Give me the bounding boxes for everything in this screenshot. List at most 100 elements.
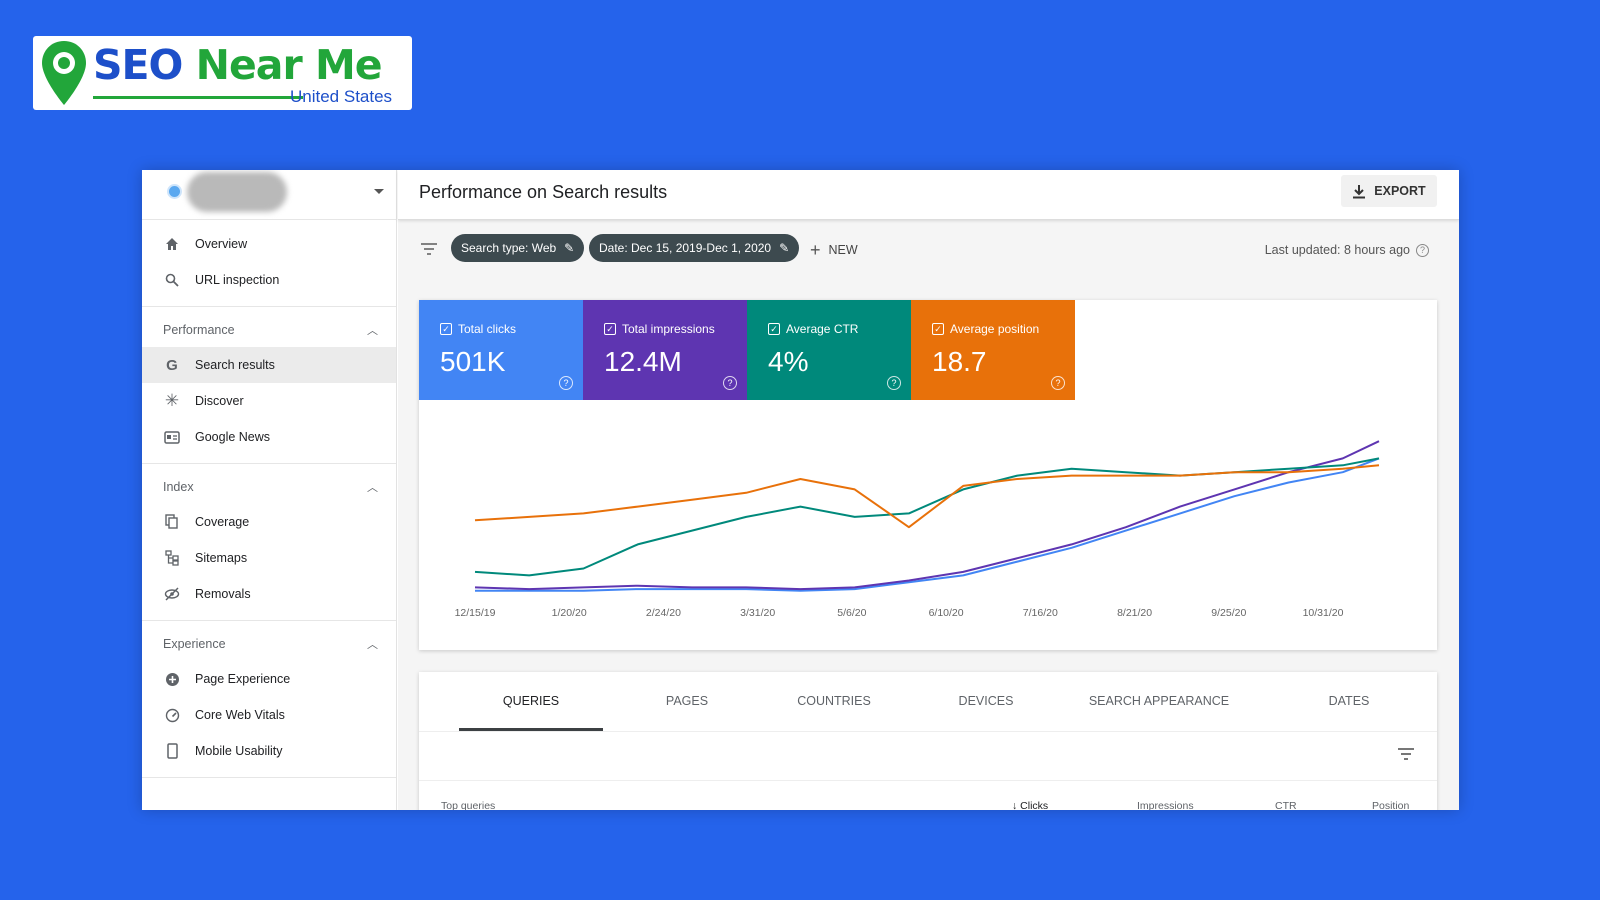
main-content: Performance on Search results EXPORT Sea… [398, 170, 1459, 810]
top-bar: Performance on Search results EXPORT [398, 170, 1459, 220]
sidebar-item-overview[interactable]: Overview [142, 226, 396, 262]
metric-label: Average CTR [786, 322, 859, 336]
property-selector[interactable] [142, 170, 396, 220]
sidebar-item-removals[interactable]: Removals [142, 576, 396, 612]
sidebar-item-label: Search results [195, 358, 275, 372]
column-header-impressions[interactable]: Impressions [1137, 800, 1194, 810]
chevron-up-icon: ︿ [367, 325, 378, 337]
tab-queries[interactable]: QUERIES [502, 694, 560, 708]
x-tick-label: 8/21/20 [1117, 607, 1152, 619]
column-header-clicks[interactable]: ↓ Clicks [1012, 800, 1048, 810]
sidebar-item-page-experience[interactable]: Page Experience [142, 661, 396, 697]
help-icon[interactable]: ? [1051, 376, 1065, 390]
news-icon [163, 428, 181, 446]
sidebar-item-label: Page Experience [195, 672, 291, 686]
search-type-chip[interactable]: Search type: Web ✎ [451, 234, 585, 262]
sidebar-section-index: Index ︿ Coverage Sitemaps Removals [142, 464, 396, 621]
chart-series-line-1 [474, 440, 1380, 591]
filter-icon[interactable] [1397, 748, 1415, 760]
page-title: Performance on Search results [419, 182, 668, 202]
plus-circle-icon [163, 670, 181, 688]
help-icon[interactable]: ? [559, 376, 573, 390]
sort-down-arrow-icon: ↓ [1012, 800, 1021, 810]
x-tick-label: 12/15/19 [455, 607, 496, 619]
date-chip[interactable]: Date: Dec 15, 2019-Dec 1, 2020 ✎ [589, 234, 800, 262]
sidebar-item-label: URL inspection [195, 273, 280, 287]
metric-label-row: ✓ Total impressions [604, 322, 715, 336]
section-title: Index [163, 480, 194, 494]
sidebar-item-search-results[interactable]: G Search results [142, 347, 396, 383]
sidebar-item-coverage[interactable]: Coverage [142, 504, 396, 540]
sidebar-item-mobile-usability[interactable]: Mobile Usability [142, 733, 396, 769]
section-header-performance[interactable]: Performance ︿ [142, 313, 396, 347]
phone-icon [163, 742, 181, 760]
tab-dates[interactable]: DATES [1328, 694, 1370, 708]
removals-icon [163, 585, 181, 603]
sidebar-top-group: Overview URL inspection [142, 220, 396, 307]
column-header-query: Top queries [441, 800, 496, 810]
divider [419, 780, 1437, 781]
logo-underline [93, 96, 303, 99]
column-header-position[interactable]: Position [1372, 800, 1410, 810]
chip-label: Date: Dec 15, 2019-Dec 1, 2020 [599, 241, 772, 255]
coverage-icon [163, 513, 181, 531]
section-header-index[interactable]: Index ︿ [142, 470, 396, 504]
performance-line-chart: 12/15/19 1/20/20 2/24/20 3/31/20 5/6/20 6/10/… [455, 440, 1380, 619]
help-icon[interactable]: ? [1416, 243, 1429, 257]
x-tick-label: 6/10/20 [929, 607, 964, 619]
logo-subtitle: United States [290, 87, 393, 106]
sidebar-item-label: Sitemaps [195, 551, 248, 565]
checkbox-checked-icon[interactable]: ✓ [932, 323, 944, 335]
column-label: Clicks [1020, 800, 1049, 810]
tab-pages[interactable]: PAGES [665, 694, 709, 708]
plus-icon: + [810, 240, 821, 260]
checkbox-checked-icon[interactable]: ✓ [440, 323, 452, 335]
sidebar-section-experience: Experience ︿ Page Experience Core Web Vi… [142, 621, 396, 778]
metric-value: 18.7 [932, 346, 987, 377]
metric-label-row: ✓ Total clicks [440, 322, 516, 336]
filter-icon[interactable] [420, 243, 438, 255]
sidebar-item-google-news[interactable]: Google News [142, 419, 396, 455]
chart-series-line-3 [474, 464, 1380, 529]
performance-chart-card: ✓ Total clicks 501K ? ✓ Total impressions … [419, 300, 1437, 650]
caret-down-icon[interactable] [374, 189, 384, 194]
new-filter-button[interactable]: + NEW [810, 241, 858, 259]
chart-series-line-0 [475, 457, 1380, 592]
metric-label-row: ✓ Average position [932, 322, 1039, 336]
metric-label: Average position [950, 322, 1040, 336]
help-icon[interactable]: ? [723, 376, 737, 390]
x-tick-label: 1/20/20 [552, 607, 587, 619]
x-tick-label: 9/25/20 [1211, 607, 1246, 619]
checkbox-checked-icon[interactable]: ✓ [604, 323, 616, 335]
sidebar-item-sitemaps[interactable]: Sitemaps [142, 540, 396, 576]
map-pin-icon [42, 41, 86, 105]
sidebar-item-core-web-vitals[interactable]: Core Web Vitals [142, 697, 396, 733]
tab-search-appearance[interactable]: SEARCH APPEARANCE [1088, 694, 1230, 708]
sidebar-item-url-inspection[interactable]: URL inspection [142, 262, 396, 298]
metric-average-position[interactable]: ✓ Average position 18.7 ? [911, 300, 1075, 400]
tab-devices[interactable]: DEVICES [958, 694, 1014, 708]
gauge-icon [163, 706, 181, 724]
metric-label: Total impressions [622, 322, 715, 336]
help-icon[interactable]: ? [887, 376, 901, 390]
download-icon [1353, 184, 1366, 198]
column-header-ctr[interactable]: CTR [1275, 800, 1297, 810]
sidebar-item-label: Overview [195, 237, 248, 251]
export-button[interactable]: EXPORT [1341, 175, 1437, 207]
pencil-icon[interactable]: ✎ [779, 241, 790, 255]
pencil-icon[interactable]: ✎ [564, 241, 575, 255]
tab-countries[interactable]: COUNTRIES [797, 694, 871, 708]
section-header-experience[interactable]: Experience ︿ [142, 627, 396, 661]
google-g-icon: G [166, 356, 178, 374]
last-updated-text: Last updated: 8 hours ago [1264, 243, 1410, 257]
checkbox-checked-icon[interactable]: ✓ [768, 323, 780, 335]
export-label: EXPORT [1374, 184, 1426, 198]
sidebar-item-discover[interactable]: ✳ Discover [142, 383, 396, 419]
metric-total-impressions[interactable]: ✓ Total impressions 12.4M ? [583, 300, 747, 400]
metric-average-ctr[interactable]: ✓ Average CTR 4% ? [747, 300, 911, 400]
metric-total-clicks[interactable]: ✓ Total clicks 501K ? [419, 300, 583, 400]
property-name-blurred [187, 172, 287, 212]
metric-value: 501K [440, 346, 506, 377]
x-tick-label: 5/6/20 [837, 607, 866, 619]
divider [419, 731, 1437, 732]
